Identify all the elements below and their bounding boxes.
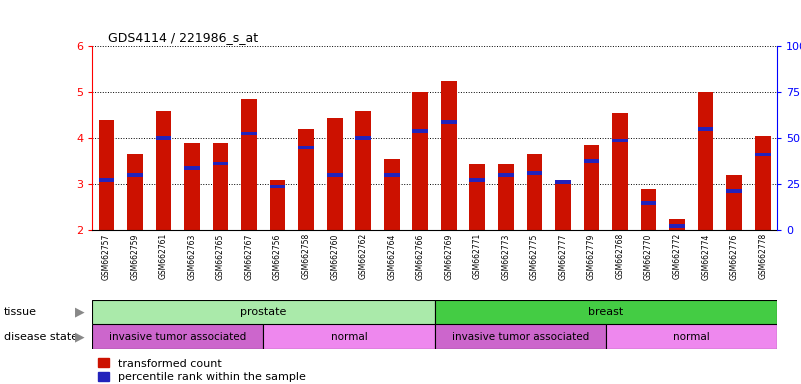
- Text: ▶: ▶: [74, 306, 84, 318]
- Bar: [606, 324, 777, 349]
- Text: invasive tumor associated: invasive tumor associated: [109, 332, 247, 342]
- Bar: [526, 171, 542, 175]
- Bar: [584, 145, 599, 230]
- Legend: transformed count, percentile rank within the sample: transformed count, percentile rank withi…: [98, 358, 305, 382]
- Bar: [92, 324, 264, 349]
- Bar: [384, 173, 400, 177]
- Bar: [441, 120, 457, 124]
- Bar: [698, 127, 714, 131]
- Bar: [270, 180, 285, 230]
- Bar: [92, 300, 434, 324]
- Bar: [155, 111, 171, 230]
- Bar: [384, 159, 400, 230]
- Bar: [469, 164, 485, 230]
- Bar: [555, 180, 571, 230]
- Text: disease state: disease state: [4, 332, 78, 342]
- Bar: [298, 129, 314, 230]
- Bar: [264, 324, 434, 349]
- Text: prostate: prostate: [240, 307, 287, 317]
- Bar: [99, 120, 115, 230]
- Bar: [327, 118, 343, 230]
- Bar: [641, 201, 656, 205]
- Text: breast: breast: [588, 307, 623, 317]
- Bar: [641, 189, 656, 230]
- Bar: [184, 143, 199, 230]
- Bar: [434, 324, 606, 349]
- Bar: [213, 162, 228, 166]
- Text: normal: normal: [673, 332, 710, 342]
- Bar: [612, 139, 628, 142]
- Bar: [755, 136, 771, 230]
- Bar: [241, 132, 257, 136]
- Bar: [413, 129, 428, 133]
- Bar: [612, 113, 628, 230]
- Bar: [441, 81, 457, 230]
- Text: normal: normal: [331, 332, 368, 342]
- Bar: [498, 173, 513, 177]
- Bar: [155, 136, 171, 140]
- Text: ▶: ▶: [74, 331, 84, 343]
- Text: tissue: tissue: [4, 307, 37, 317]
- Bar: [670, 224, 685, 228]
- Bar: [755, 152, 771, 156]
- Bar: [555, 180, 571, 184]
- Text: invasive tumor associated: invasive tumor associated: [452, 332, 589, 342]
- Bar: [213, 143, 228, 230]
- Bar: [99, 178, 115, 182]
- Bar: [127, 173, 143, 177]
- Bar: [327, 173, 343, 177]
- Bar: [356, 111, 371, 230]
- Bar: [356, 136, 371, 140]
- Bar: [241, 99, 257, 230]
- Bar: [413, 92, 428, 230]
- Bar: [498, 164, 513, 230]
- Bar: [670, 219, 685, 230]
- Bar: [270, 185, 285, 189]
- Text: GDS4114 / 221986_s_at: GDS4114 / 221986_s_at: [108, 31, 258, 44]
- Bar: [469, 178, 485, 182]
- Bar: [127, 154, 143, 230]
- Bar: [526, 154, 542, 230]
- Bar: [698, 92, 714, 230]
- Bar: [434, 300, 777, 324]
- Bar: [584, 159, 599, 163]
- Bar: [298, 146, 314, 149]
- Bar: [184, 166, 199, 170]
- Bar: [727, 175, 742, 230]
- Bar: [727, 189, 742, 193]
